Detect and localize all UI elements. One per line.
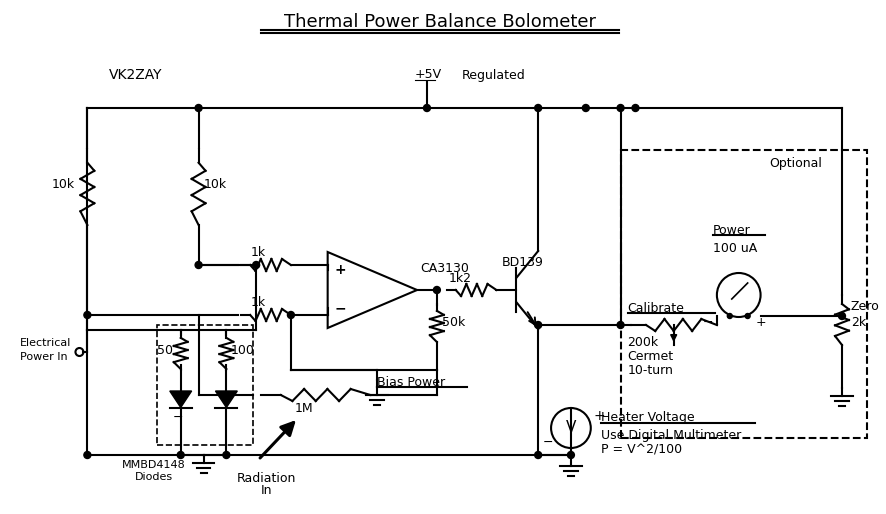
Text: In: In xyxy=(260,485,272,498)
Text: 1k: 1k xyxy=(250,296,265,308)
Text: P = V^2/100: P = V^2/100 xyxy=(601,444,682,456)
Text: Thermal Power Balance Bolometer: Thermal Power Balance Bolometer xyxy=(284,13,596,31)
Text: 10-turn: 10-turn xyxy=(627,363,673,376)
Circle shape xyxy=(433,286,440,293)
Circle shape xyxy=(287,311,294,319)
Text: 1k2: 1k2 xyxy=(449,271,472,285)
Text: −: − xyxy=(335,301,346,315)
Text: 200k: 200k xyxy=(627,336,658,348)
Polygon shape xyxy=(215,391,237,408)
Text: V: V xyxy=(566,420,576,435)
Text: Regulated: Regulated xyxy=(462,68,525,82)
Text: Power: Power xyxy=(713,224,750,236)
Text: Zero: Zero xyxy=(851,301,880,314)
Text: 10k: 10k xyxy=(51,178,74,192)
Text: +5V: +5V xyxy=(415,68,442,82)
Text: Power In: Power In xyxy=(19,352,67,362)
Text: VK2ZAY: VK2ZAY xyxy=(109,68,163,82)
Text: Cermet: Cermet xyxy=(627,350,673,362)
Polygon shape xyxy=(170,391,191,408)
Text: 1k: 1k xyxy=(250,246,265,259)
Text: −: − xyxy=(173,411,183,424)
Circle shape xyxy=(195,262,202,268)
Circle shape xyxy=(195,104,202,112)
Circle shape xyxy=(534,321,541,328)
Text: 10k: 10k xyxy=(204,178,227,192)
Text: CA3130: CA3130 xyxy=(420,262,469,274)
Circle shape xyxy=(567,451,574,458)
Circle shape xyxy=(582,104,589,112)
Text: 50: 50 xyxy=(157,343,173,357)
Circle shape xyxy=(84,311,91,319)
Text: MMBD4148: MMBD4148 xyxy=(122,460,186,470)
Circle shape xyxy=(177,451,184,458)
Text: −: − xyxy=(703,316,713,328)
Text: +: + xyxy=(335,263,346,277)
Text: 100 uA: 100 uA xyxy=(713,242,758,254)
Circle shape xyxy=(534,451,541,458)
Circle shape xyxy=(745,314,750,319)
Circle shape xyxy=(838,313,845,320)
Text: 1M: 1M xyxy=(295,401,314,414)
Circle shape xyxy=(727,314,732,319)
Text: Heater Voltage: Heater Voltage xyxy=(601,412,695,425)
Circle shape xyxy=(84,451,91,458)
Circle shape xyxy=(534,104,541,112)
Text: +: + xyxy=(756,316,766,328)
Circle shape xyxy=(223,451,229,458)
Circle shape xyxy=(632,104,639,112)
Circle shape xyxy=(617,321,624,328)
Text: +: + xyxy=(594,409,605,423)
Text: Optional: Optional xyxy=(770,156,822,170)
Text: Calibrate: Calibrate xyxy=(627,302,684,315)
Text: Bias Power: Bias Power xyxy=(377,376,446,390)
Circle shape xyxy=(253,262,260,268)
Text: Diodes: Diodes xyxy=(135,472,173,482)
Text: Radiation: Radiation xyxy=(237,471,296,485)
Text: 2k: 2k xyxy=(851,317,866,329)
Text: 100: 100 xyxy=(230,343,254,357)
Text: Electrical: Electrical xyxy=(19,338,71,348)
Circle shape xyxy=(617,104,624,112)
Circle shape xyxy=(424,104,431,112)
Text: BD139: BD139 xyxy=(501,255,543,268)
Text: Use Digital Multimeter: Use Digital Multimeter xyxy=(601,430,741,443)
Text: −: − xyxy=(543,435,554,449)
Text: 50k: 50k xyxy=(442,316,465,328)
